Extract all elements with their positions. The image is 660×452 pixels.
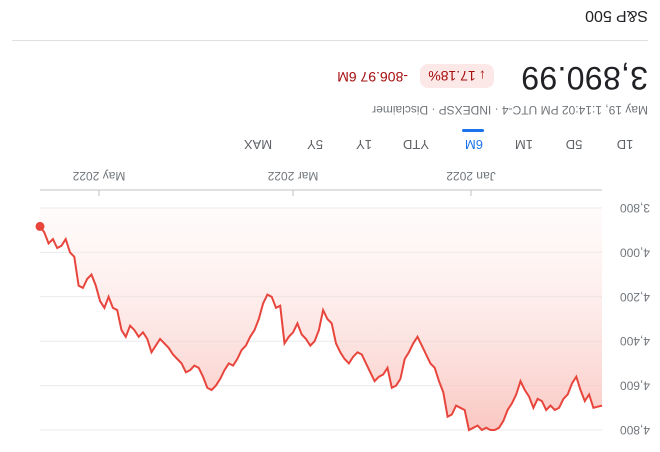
price-chart: 4,800 4,600 4,400 4,200 4,000 3,800 Jan 2022 M…: [35, 169, 650, 437]
tab-1d[interactable]: 1D: [616, 137, 634, 152]
y-axis-labels: 4,800 4,600 4,400 4,200 4,000 3,800: [620, 201, 650, 437]
x-tick-label: May 2022: [72, 169, 125, 183]
quote-meta: May 19, 1:14:02 PM UTC-4 · INDEXSP · Dis…: [372, 103, 648, 117]
range-tabs: 1D 5D 1M 6M YTD 1Y 5Y MAX: [220, 128, 640, 152]
y-tick-label: 4,800: [620, 423, 650, 437]
y-tick-label: 3,800: [620, 201, 650, 215]
page-title: S&P 500: [585, 7, 648, 24]
y-tick-label: 4,400: [620, 334, 650, 348]
change-value: -806.97 6M: [337, 69, 408, 85]
last-price-marker: [35, 221, 45, 231]
tab-5d[interactable]: 5D: [565, 137, 583, 152]
tab-ytd[interactable]: YTD: [403, 137, 429, 152]
tab-max[interactable]: MAX: [243, 137, 273, 152]
selected-tab-indicator: [462, 129, 484, 132]
down-arrow-icon: ↓: [478, 68, 486, 84]
price-line: [39, 225, 603, 432]
y-tick-label: 4,000: [620, 245, 650, 259]
x-tick-label: Jan 2022: [446, 169, 496, 183]
tab-1m[interactable]: 1M: [514, 137, 534, 152]
y-tick-label: 4,200: [620, 290, 650, 304]
change-percent-badge: ↓ 17.18%: [420, 64, 494, 88]
divider: [12, 40, 648, 41]
x-tick-label: Mar 2022: [267, 169, 318, 183]
tab-6m[interactable]: 6M: [464, 137, 484, 152]
change-percent: 17.18%: [428, 68, 476, 84]
x-axis: Jan 2022 Mar 2022 May 2022: [40, 169, 602, 196]
y-tick-label: 4,600: [620, 379, 650, 393]
tab-1y[interactable]: 1Y: [356, 137, 372, 152]
tab-5y[interactable]: 5Y: [307, 137, 323, 152]
current-price: 3,890.99: [521, 60, 648, 96]
